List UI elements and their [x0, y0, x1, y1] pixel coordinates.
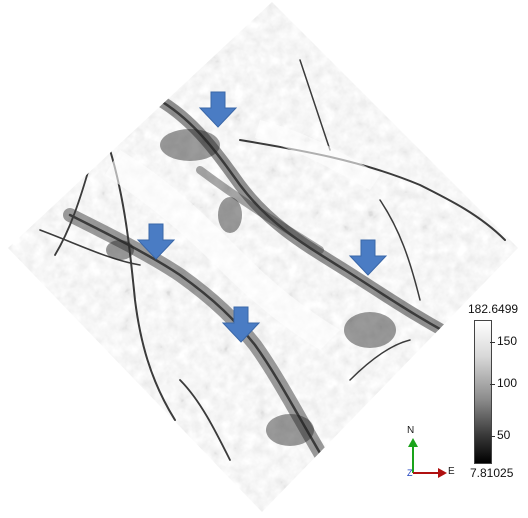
- colorbar-tick-150: [490, 342, 495, 343]
- north-axis-arrowhead: [408, 438, 418, 447]
- annotation-arrows: [136, 91, 388, 343]
- z-axis-label: Z: [407, 468, 413, 478]
- arrow-4: [221, 306, 261, 343]
- colorbar: [474, 320, 492, 464]
- orientation-axes: [408, 438, 447, 478]
- colorbar-tick-label-150: 150: [497, 334, 518, 348]
- east-axis-label: E: [448, 466, 455, 477]
- colorbar-tick-100: [490, 384, 495, 385]
- colorbar-tick-50: [490, 436, 495, 437]
- arrow-3: [348, 239, 388, 276]
- colorbar-tick-label-50: 50: [497, 428, 511, 442]
- arrow-2: [136, 223, 176, 260]
- colorbar-max-label: 182.6499: [468, 302, 519, 316]
- colorbar-min-label: 7.81025: [470, 466, 514, 480]
- colorbar-tick-label-100: 100: [497, 376, 518, 390]
- north-axis-label: N: [407, 425, 415, 436]
- east-axis-arrowhead: [438, 468, 447, 478]
- arrow-1: [198, 91, 238, 128]
